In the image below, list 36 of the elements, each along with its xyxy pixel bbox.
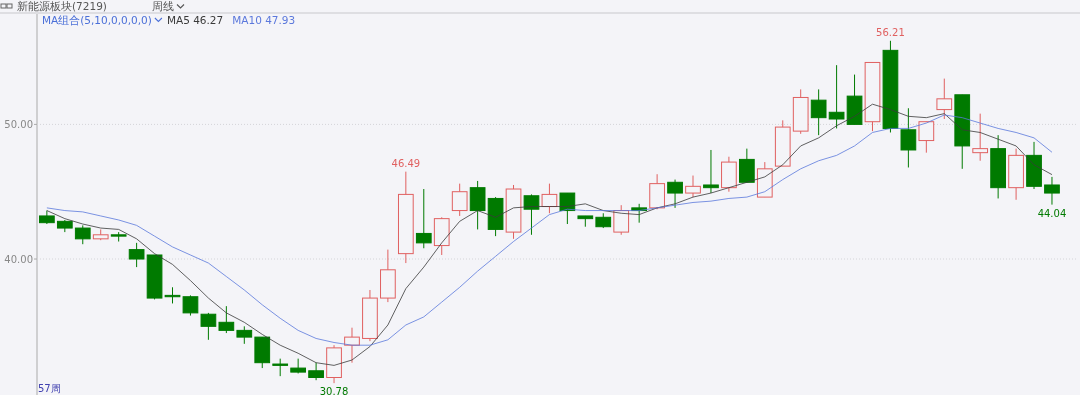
candlestick [667,179,683,209]
candlestick [128,242,145,268]
candlestick [972,113,989,162]
candlestick [918,121,935,154]
annotation: 57周 [38,383,61,394]
chart-title: 新能源板块(7219) [17,0,107,12]
candlestick [703,149,719,194]
annotation: 46.49 [391,157,421,169]
candlestick [218,305,235,334]
candlestick [308,362,324,381]
candlestick [200,312,217,341]
candlestick [469,180,486,230]
candlestick [344,327,360,364]
candlestick [613,204,630,236]
candlestick [936,78,953,120]
text: MA10 47.93 [232,14,296,26]
annotation: 30.78 [319,386,349,395]
candlestick [415,188,432,249]
annotation: 56.21 [876,26,905,38]
candlestick [685,175,701,198]
candlestick [74,224,91,245]
y-tick-label: 40.00 [4,253,33,265]
legend-title: MA组合(5,10,0,0,0,0) [42,14,152,26]
chart-subtitle: 周线 [152,0,174,12]
candlestick [451,183,468,217]
candlestick [810,88,827,136]
candlestick [523,193,540,236]
candlestick [739,148,755,183]
candlestick [828,64,845,129]
candlestick [1044,176,1060,206]
candlestick [900,107,917,168]
y-tick-label: 50.00 [4,118,33,130]
text: MA5 46.27 [166,14,224,26]
candlestick [290,358,307,374]
candlestick [541,183,558,214]
annotation: 44.04 [1037,207,1067,219]
